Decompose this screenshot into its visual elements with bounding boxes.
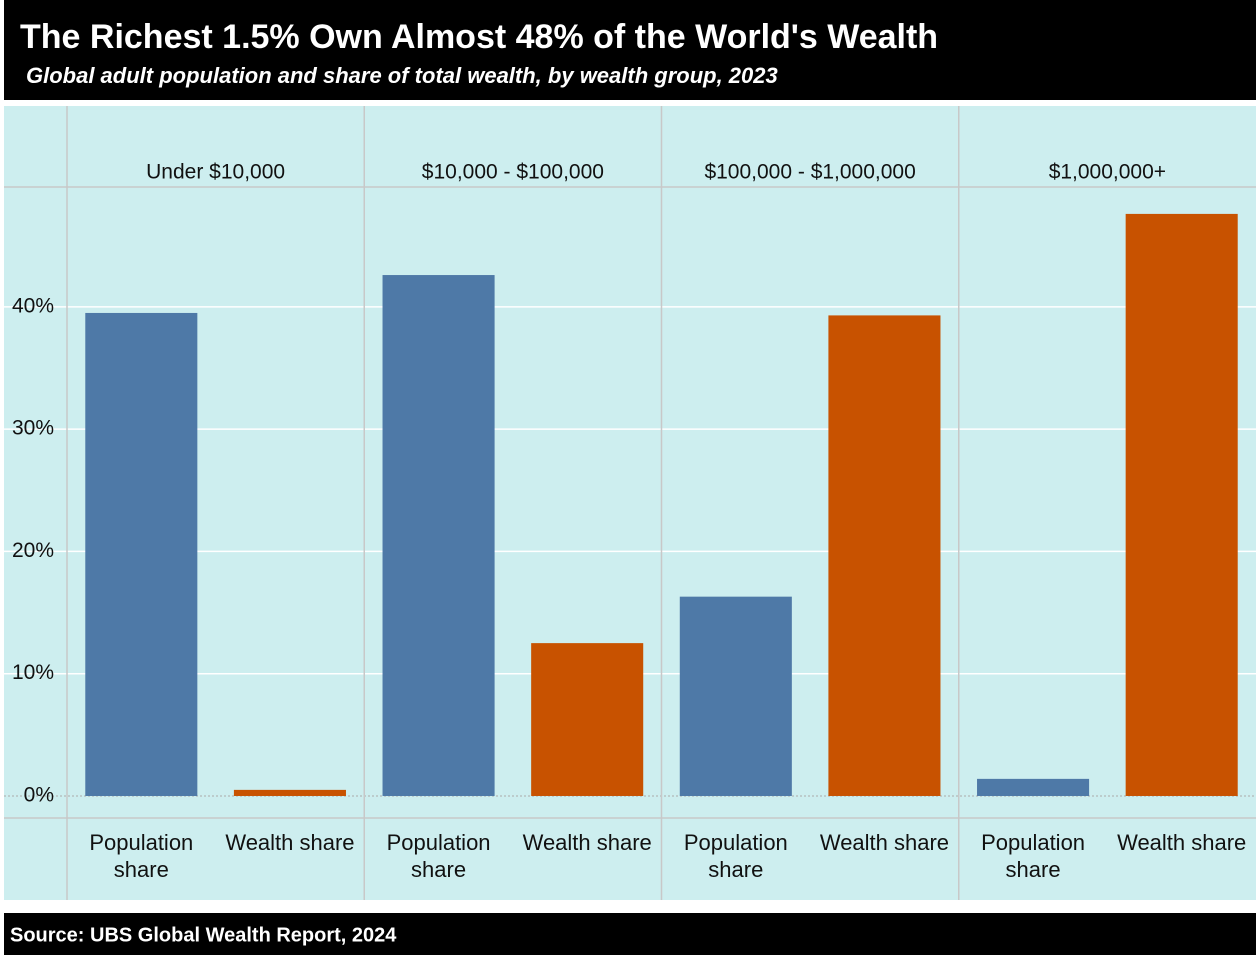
bar [382, 275, 495, 796]
x-tick-label: Wealth share [819, 830, 950, 855]
title-bar [4, 0, 1256, 100]
facet-label: $1,000,000+ [1049, 161, 1166, 184]
x-tick-label: Wealth share [522, 830, 652, 855]
facet-label: $100,000 - $1,000,000 [704, 161, 915, 184]
facet-label: $10,000 - $100,000 [422, 161, 604, 184]
y-tick-label: 40% [12, 294, 54, 317]
x-tick-label: Wealth share [225, 830, 355, 855]
y-tick-label: 0% [24, 784, 54, 807]
bar [531, 643, 644, 796]
bar [233, 789, 346, 796]
bar [828, 315, 941, 796]
bar [679, 596, 792, 796]
source: Source: UBS Global Wealth Report, 2024 [10, 924, 397, 946]
facet-label: Under $10,000 [146, 161, 285, 184]
y-tick-label: 30% [12, 417, 54, 440]
x-tick-label: Population share [683, 830, 788, 882]
y-tick-label: 20% [12, 539, 54, 562]
x-tick-label: Population share [89, 830, 194, 882]
footer-bar [4, 913, 1256, 955]
y-tick-label: 10% [12, 661, 54, 684]
bar [1125, 213, 1238, 796]
chart-title: The Richest 1.5% Own Almost 48% of the W… [20, 18, 938, 56]
x-tick-label: Wealth share [1117, 830, 1247, 855]
bar [977, 778, 1090, 796]
bar [85, 312, 198, 796]
x-tick-label: Population share [386, 830, 491, 882]
chart-subtitle: Global adult population and share of tot… [26, 63, 778, 88]
x-tick-label: Population share [981, 830, 1086, 882]
